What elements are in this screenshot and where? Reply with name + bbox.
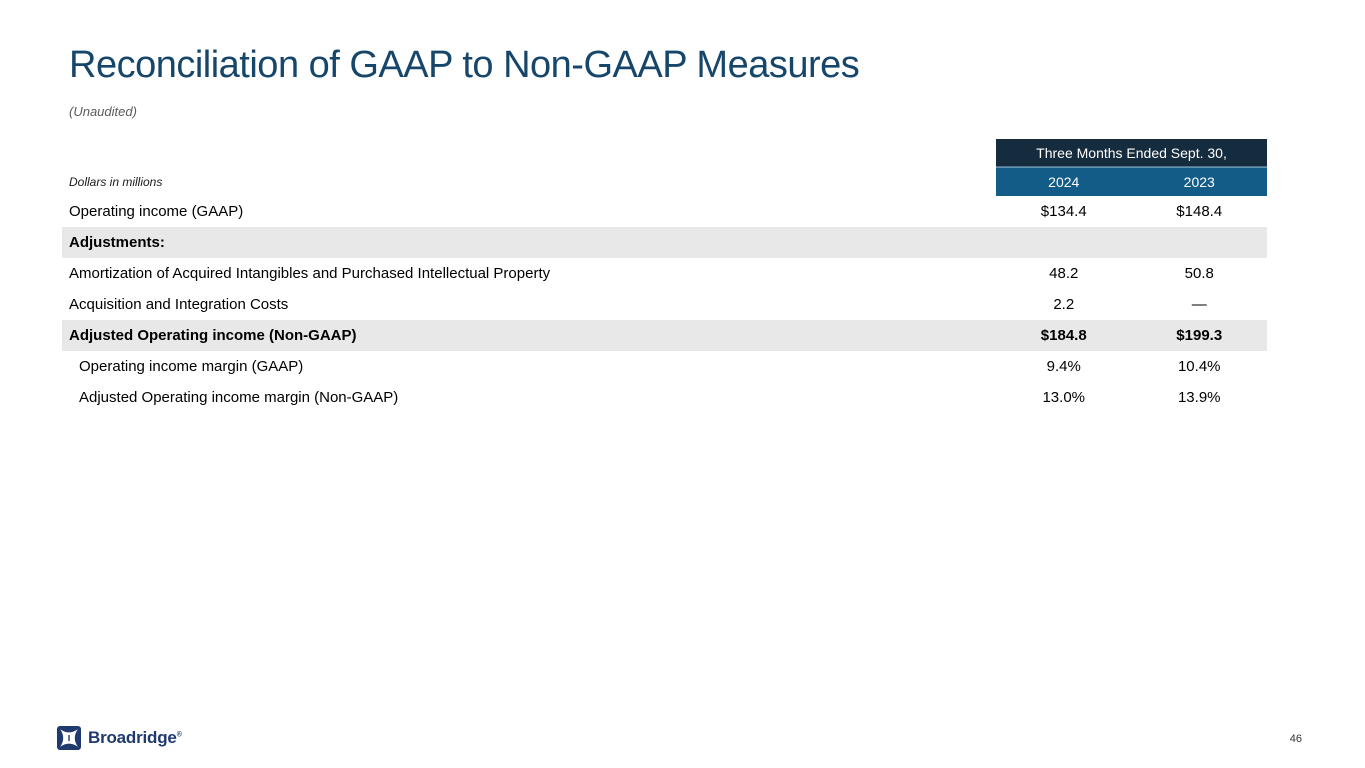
row-label: Operating income (GAAP) xyxy=(69,203,244,220)
broadridge-logo-icon xyxy=(57,726,81,750)
row-value-2023: $148.4 xyxy=(1176,203,1223,220)
table-row-total: Adjusted Operating income (Non-GAAP) $18… xyxy=(62,320,1267,351)
year-header-2023: 2023 xyxy=(1183,174,1215,190)
row-value-2024: 13.0% xyxy=(1042,389,1086,406)
row-value-2024: $184.8 xyxy=(1040,327,1087,344)
row-value-2024: 2.2 xyxy=(1053,296,1075,313)
broadridge-logo: Broadridge® xyxy=(57,726,182,750)
header-columns: Three Months Ended Sept. 30, 2024 2023 xyxy=(996,139,1267,196)
row-value-2024: 9.4% xyxy=(1046,358,1081,375)
row-value-2023: $199.3 xyxy=(1176,327,1223,344)
table-row: Operating income margin (GAAP) 9.4% 10.4… xyxy=(62,351,1267,382)
year-header-row: 2024 2023 xyxy=(996,167,1267,196)
unaudited-note: (Unaudited) xyxy=(69,104,137,119)
row-label: Adjusted Operating income (Non-GAAP) xyxy=(69,327,357,344)
table-row: Amortization of Acquired Intangibles and… xyxy=(62,258,1267,289)
row-value-2024: $134.4 xyxy=(1040,203,1087,220)
row-label: Operating income margin (GAAP) xyxy=(79,358,304,375)
units-label: Dollars in millions xyxy=(69,175,163,189)
row-value-2023: 13.9% xyxy=(1177,389,1221,406)
broadridge-logo-text: Broadridge® xyxy=(88,728,182,747)
column-group-header: Three Months Ended Sept. 30, xyxy=(996,139,1267,167)
row-value-2024: 48.2 xyxy=(1049,265,1079,282)
row-label: Acquisition and Integration Costs xyxy=(69,296,289,313)
table-row: Adjusted Operating income margin (Non-GA… xyxy=(62,382,1267,413)
registered-mark: ® xyxy=(176,731,182,739)
page-title: Reconciliation of GAAP to Non-GAAP Measu… xyxy=(69,44,860,86)
row-value-2023: 10.4% xyxy=(1177,358,1221,375)
table-header: Dollars in millions Three Months Ended S… xyxy=(62,139,1267,196)
table-row-section: Adjustments: xyxy=(62,227,1267,258)
page-number: 46 xyxy=(1289,733,1302,745)
row-label: Adjusted Operating income margin (Non-GA… xyxy=(79,389,399,406)
row-label: Amortization of Acquired Intangibles and… xyxy=(69,265,551,282)
table-row: Acquisition and Integration Costs 2.2 — xyxy=(62,289,1267,320)
table-row: Operating income (GAAP) $134.4 $148.4 xyxy=(62,196,1267,227)
year-header-2024: 2024 xyxy=(1048,174,1080,190)
row-label: Adjustments: xyxy=(69,234,165,251)
row-value-2023: 50.8 xyxy=(1184,265,1214,282)
header-spacer: Dollars in millions xyxy=(62,139,996,196)
row-value-2023: — xyxy=(1191,296,1207,313)
reconciliation-table: Dollars in millions Three Months Ended S… xyxy=(62,139,1267,413)
